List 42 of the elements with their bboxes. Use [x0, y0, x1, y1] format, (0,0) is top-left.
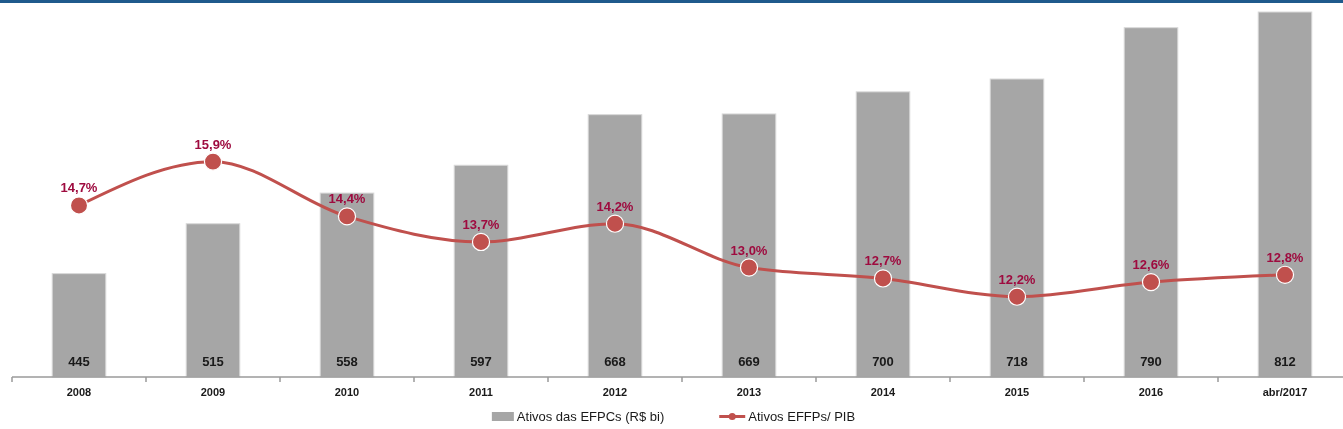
x-tick-label: 2013 — [736, 386, 762, 398]
point — [1141, 272, 1161, 292]
point — [739, 258, 759, 277]
data-label: 515 — [202, 354, 224, 369]
data-label: 812 — [1274, 354, 1296, 369]
data-label: 12,7% — [864, 253, 902, 269]
x-tick-label: 2016 — [1138, 386, 1164, 398]
data-label: 790 — [1140, 354, 1162, 369]
data-label: 668 — [604, 354, 626, 369]
point — [69, 196, 89, 215]
data-label: 14,7% — [60, 180, 98, 196]
legend-label: Ativos EFFPs/ PIB — [748, 409, 856, 424]
legend-label: Ativos das EFPCs (R$ bi) — [516, 409, 665, 424]
data-label: 700 — [872, 354, 894, 369]
x-tick-label: 2012 — [602, 386, 628, 398]
data-label: 445 — [68, 354, 90, 369]
x-tick-label: 2011 — [469, 386, 493, 398]
point — [1275, 265, 1295, 284]
point — [605, 214, 625, 233]
data-label: 15,9% — [194, 136, 232, 152]
point — [1007, 287, 1027, 306]
data-label: 558 — [336, 354, 358, 369]
data-label: 597 — [470, 354, 492, 369]
x-tick-label: 2009 — [200, 386, 226, 398]
data-label: 718 — [1006, 354, 1028, 369]
point — [337, 207, 357, 226]
data-label: 13,7% — [462, 216, 500, 232]
data-label: 14,2% — [596, 198, 634, 214]
data-label: 14,4% — [328, 191, 366, 207]
x-tick-label: 2015 — [1004, 386, 1030, 398]
point — [203, 152, 223, 171]
x-tick-label: 2008 — [66, 386, 92, 398]
x-tick-label: 2014 — [870, 386, 897, 398]
x-tick-label: abr/2017 — [1262, 386, 1308, 398]
point — [471, 232, 491, 252]
data-label: 12,8% — [1266, 249, 1304, 265]
data-label: 13,0% — [730, 242, 768, 258]
point — [873, 269, 893, 288]
x-tick-label: 2010 — [334, 386, 360, 398]
data-label: 669 — [738, 354, 760, 369]
data-label: 12,2% — [998, 271, 1036, 287]
data-label: 12,6% — [1132, 257, 1170, 273]
